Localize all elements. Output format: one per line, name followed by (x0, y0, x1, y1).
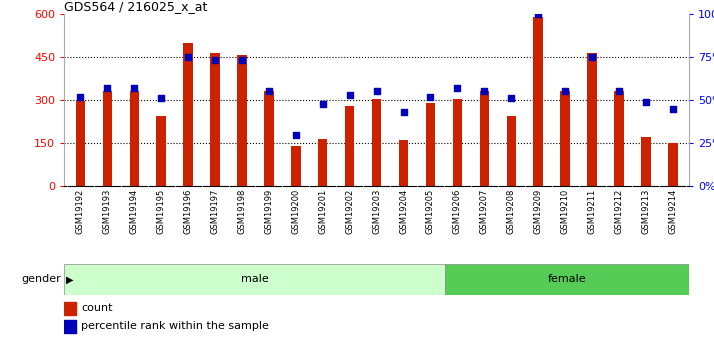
Point (344, 92, 356, 98)
Point (586, 54, 598, 60)
Bar (64, 302, 76, 315)
Bar (76, 101, 85, 186)
Text: GSM19199: GSM19199 (264, 188, 273, 234)
Text: GSM19198: GSM19198 (238, 188, 246, 234)
Point (425, 94, 436, 99)
Bar (103, 91, 112, 186)
Point (156, 96, 167, 101)
Text: GSM19214: GSM19214 (668, 188, 678, 234)
Bar (156, 116, 166, 186)
Point (209, 58, 221, 63)
Text: GSM19204: GSM19204 (399, 188, 408, 234)
Text: GSM19200: GSM19200 (291, 188, 301, 234)
Bar (533, 17, 543, 186)
Text: GDS564 / 216025_x_at: GDS564 / 216025_x_at (64, 0, 208, 13)
Bar (318, 139, 328, 186)
Point (129, 85, 140, 91)
Bar (372, 99, 381, 186)
Point (506, 96, 517, 101)
Bar (211, 52, 220, 186)
Text: GSM19195: GSM19195 (156, 188, 166, 234)
Bar (453, 99, 462, 186)
Text: GSM19213: GSM19213 (641, 188, 650, 234)
Point (236, 58, 248, 63)
Point (533, 11, 544, 17)
Text: percentile rank within the sample: percentile rank within the sample (81, 322, 269, 331)
Bar (264, 91, 273, 186)
Text: gender: gender (21, 275, 61, 284)
Point (478, 89, 490, 94)
Text: GSM19211: GSM19211 (588, 188, 597, 234)
Text: female: female (548, 275, 586, 284)
Point (263, 89, 275, 94)
Text: GSM19212: GSM19212 (615, 188, 623, 234)
Point (101, 85, 113, 91)
Text: male: male (241, 275, 268, 284)
Point (75, 94, 86, 99)
Point (182, 54, 193, 60)
Bar (614, 91, 624, 186)
Point (640, 99, 652, 105)
Bar (480, 91, 489, 186)
Text: GSM19201: GSM19201 (318, 188, 327, 234)
Text: GSM19197: GSM19197 (211, 188, 220, 234)
Bar (641, 137, 650, 186)
Bar (668, 143, 678, 186)
Point (667, 106, 678, 111)
Text: GSM19208: GSM19208 (507, 188, 516, 234)
Text: ▶: ▶ (66, 275, 74, 284)
Text: GSM19194: GSM19194 (130, 188, 139, 234)
Text: GSM19206: GSM19206 (453, 188, 462, 234)
Point (560, 89, 571, 94)
Bar (445, 264, 689, 295)
Bar (426, 103, 436, 186)
Text: GSM19193: GSM19193 (103, 188, 112, 234)
Bar (291, 146, 301, 186)
Bar (506, 116, 516, 186)
Point (317, 101, 328, 106)
Point (613, 89, 625, 94)
Bar (588, 52, 597, 186)
Bar (399, 140, 408, 186)
Point (452, 85, 463, 91)
Text: GSM19209: GSM19209 (533, 188, 543, 234)
Text: GSM19207: GSM19207 (480, 188, 489, 234)
Text: GSM19202: GSM19202 (345, 188, 354, 234)
Bar (183, 42, 193, 186)
Bar (129, 91, 139, 186)
Text: GSM19203: GSM19203 (372, 188, 381, 234)
Bar (64, 320, 76, 333)
Text: GSM19210: GSM19210 (560, 188, 570, 234)
Point (371, 89, 383, 94)
Bar (560, 91, 570, 186)
Bar (237, 56, 247, 186)
Point (290, 132, 301, 137)
Bar (64, 264, 445, 295)
Point (398, 109, 409, 115)
Text: GSM19196: GSM19196 (183, 188, 193, 234)
Text: GSM19192: GSM19192 (76, 188, 85, 234)
Bar (345, 106, 354, 186)
Text: count: count (81, 303, 113, 313)
Text: GSM19205: GSM19205 (426, 188, 435, 234)
